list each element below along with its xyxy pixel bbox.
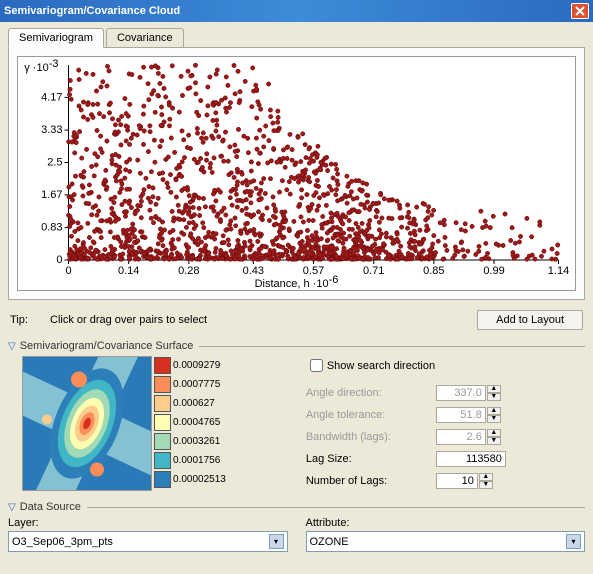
close-icon <box>575 6 585 16</box>
legend-value: 0.0004765 <box>173 417 220 428</box>
legend-value: 0.0001756 <box>173 455 220 466</box>
tip-row: Tip: Click or drag over pairs to select … <box>10 310 583 330</box>
surface-group: ▽ Semivariogram/Covariance Surface 0.000… <box>8 340 585 495</box>
legend-item: 0.0001756 <box>154 451 226 470</box>
angle-direction-label: Angle direction: <box>306 387 436 399</box>
divider <box>87 507 585 508</box>
svg-text:0.43: 0.43 <box>243 265 264 277</box>
surface-image <box>23 357 151 490</box>
legend-swatch <box>154 376 171 393</box>
surface-preview[interactable] <box>22 356 152 491</box>
scatter-plot: 0 0.83 1.67 2.5 3.33 4.17 0 0.14 0.28 0.43 0.57 0.7… <box>18 57 575 290</box>
legend-swatch <box>154 357 171 374</box>
lag-size-label: Lag Size: <box>306 453 436 465</box>
svg-text:0.99: 0.99 <box>483 265 504 277</box>
angle-direction-input: 337.0 <box>436 385 486 401</box>
legend-swatch <box>154 414 171 431</box>
data-source-group: ▽ Data Source Layer: O3_Sep06_3pm_pts ▾ … <box>8 501 585 552</box>
attribute-value: OZONE <box>310 536 567 548</box>
close-button[interactable] <box>571 3 589 19</box>
angle-tolerance-input: 51.8 <box>436 407 486 423</box>
angle-direction-spinner: ▲▼ <box>487 385 501 401</box>
tab-panel: 0 0.83 1.67 2.5 3.33 4.17 0 0.14 0.28 0.43 0.57 0.7… <box>8 47 585 300</box>
legend-item: 0.0009279 <box>154 356 226 375</box>
dropdown-icon: ▾ <box>269 534 284 549</box>
angle-tolerance-label: Angle tolerance: <box>306 409 436 421</box>
tab-covariance[interactable]: Covariance <box>106 28 184 48</box>
number-of-lags-input[interactable] <box>436 473 478 489</box>
tab-bar: Semivariogram Covariance <box>8 28 585 48</box>
chevron-down-icon: ▽ <box>8 341 16 352</box>
show-search-direction-checkbox[interactable] <box>310 359 323 372</box>
dropdown-icon: ▾ <box>566 534 581 549</box>
surface-legend: 0.0009279 0.0007775 0.000627 0.0004765 0.000… <box>154 356 226 495</box>
layer-value: O3_Sep06_3pm_pts <box>12 536 269 548</box>
svg-text:1.67: 1.67 <box>41 189 62 201</box>
tip-text: Click or drag over pairs to select <box>50 314 477 326</box>
svg-text:0: 0 <box>56 254 62 266</box>
layer-column: Layer: O3_Sep06_3pm_pts ▾ <box>8 517 288 552</box>
svg-text:0.28: 0.28 <box>178 265 199 277</box>
legend-value: 0.0007775 <box>173 379 220 390</box>
svg-text:0.85: 0.85 <box>423 265 444 277</box>
attribute-column: Attribute: OZONE ▾ <box>306 517 586 552</box>
angle-direction-row: Angle direction: 337.0 ▲▼ <box>306 385 585 401</box>
options-panel: Show search direction Angle direction: 3… <box>226 356 585 495</box>
bandwidth-spinner: ▲▼ <box>487 429 501 445</box>
legend-item: 0.0007775 <box>154 375 226 394</box>
semivariogram-chart[interactable]: 0 0.83 1.67 2.5 3.33 4.17 0 0.14 0.28 0.43 0.57 0.7… <box>17 56 576 291</box>
data-source-title: Data Source <box>20 501 81 513</box>
tip-label: Tip: <box>10 314 50 326</box>
svg-text:0: 0 <box>65 265 71 277</box>
lag-size-row: Lag Size: <box>306 451 585 467</box>
window-body: Semivariogram Covariance 0 0.83 1.67 2.5 3.3… <box>0 22 593 574</box>
number-of-lags-label: Number of Lags: <box>306 475 436 487</box>
svg-text:4.17: 4.17 <box>41 91 62 103</box>
show-search-direction-row: Show search direction <box>306 356 585 375</box>
number-of-lags-row: Number of Lags: ▲▼ <box>306 473 585 489</box>
add-to-layout-button[interactable]: Add to Layout <box>477 310 583 330</box>
bandwidth-label: Bandwidth (lags): <box>306 431 436 443</box>
layer-select[interactable]: O3_Sep06_3pm_pts ▾ <box>8 531 288 552</box>
svg-text:0.57: 0.57 <box>303 265 324 277</box>
legend-item: 0.0004765 <box>154 413 226 432</box>
layer-label: Layer: <box>8 517 288 529</box>
window-title: Semivariogram/Covariance Cloud <box>4 5 571 17</box>
svg-text:3.33: 3.33 <box>41 124 62 136</box>
legend-swatch <box>154 471 171 488</box>
svg-text:2.5: 2.5 <box>47 157 62 169</box>
legend-item: 0.000627 <box>154 394 226 413</box>
svg-text:0.71: 0.71 <box>363 265 384 277</box>
chevron-down-icon: ▽ <box>8 502 16 513</box>
attribute-label: Attribute: <box>306 517 586 529</box>
bandwidth-input: 2.6 <box>436 429 486 445</box>
lag-size-input[interactable] <box>436 451 506 467</box>
legend-value: 0.0003261 <box>173 436 220 447</box>
legend-swatch <box>154 433 171 450</box>
svg-text:0.14: 0.14 <box>118 265 139 277</box>
data-source-header[interactable]: ▽ Data Source <box>8 501 585 513</box>
number-of-lags-spinner[interactable]: ▲▼ <box>479 473 493 489</box>
attribute-select[interactable]: OZONE ▾ <box>306 531 586 552</box>
svg-text:1.14: 1.14 <box>548 265 569 277</box>
legend-swatch <box>154 395 171 412</box>
bandwidth-row: Bandwidth (lags): 2.6 ▲▼ <box>306 429 585 445</box>
svg-text:0.83: 0.83 <box>41 222 62 234</box>
title-bar: Semivariogram/Covariance Cloud <box>0 0 593 22</box>
legend-item: 0.00002513 <box>154 470 226 489</box>
surface-title: Semivariogram/Covariance Surface <box>20 340 194 352</box>
divider <box>199 346 585 347</box>
tab-semivariogram[interactable]: Semivariogram <box>8 28 104 48</box>
legend-value: 0.00002513 <box>173 474 226 485</box>
legend-swatch <box>154 452 171 469</box>
show-search-direction-label: Show search direction <box>327 360 435 372</box>
legend-value: 0.0009279 <box>173 360 220 371</box>
surface-header[interactable]: ▽ Semivariogram/Covariance Surface <box>8 340 585 352</box>
legend-item: 0.0003261 <box>154 432 226 451</box>
angle-tolerance-spinner: ▲▼ <box>487 407 501 423</box>
legend-value: 0.000627 <box>173 398 215 409</box>
angle-tolerance-row: Angle tolerance: 51.8 ▲▼ <box>306 407 585 423</box>
